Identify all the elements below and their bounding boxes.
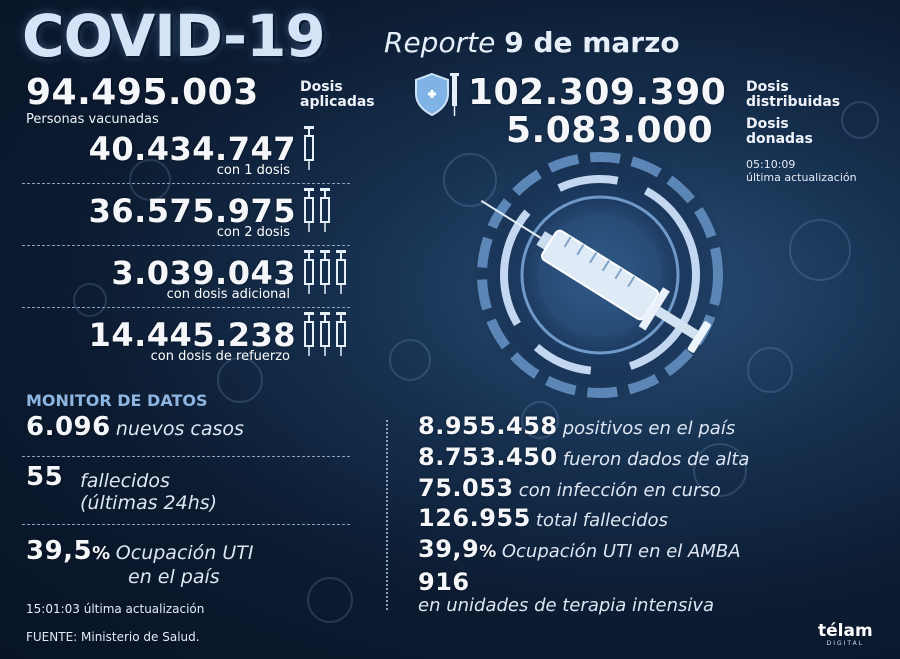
vacunados-refuerzo-label: con dosis de refuerzo [150, 349, 290, 364]
fallecidos-24h-value: 55 [26, 462, 64, 492]
report-date: 9 de marzo [504, 26, 680, 59]
syringe-icon [320, 250, 330, 294]
dosis-donadas-label-line2: donadas [746, 131, 813, 147]
dosis-distribuidas-value: 102.309.390 [468, 72, 727, 113]
terapia-label: en unidades de terapia intensiva [418, 595, 715, 616]
alta-value: 8.753.450 [418, 443, 558, 471]
divider [22, 524, 350, 525]
nuevos-casos-value: 6.096 [26, 412, 111, 442]
syringe-icon [304, 126, 314, 170]
page-title: COVID-19 [22, 2, 326, 70]
positivos-row: 8.955.458 positivos en el país [418, 412, 735, 440]
uti-pais-row: 39,5% Ocupación UTI [26, 536, 254, 566]
positivos-label: positivos en el país [562, 418, 736, 439]
alta-row: 8.753.450 fueron dados de alta [418, 443, 749, 471]
uti-amba-percent: % [479, 542, 497, 562]
uti-pais-label-line2: en el país [128, 566, 220, 588]
divider [22, 183, 350, 184]
syringe-icon [304, 188, 314, 232]
telam-logo: télam DIGITAL [818, 622, 873, 647]
vertical-divider [386, 420, 388, 610]
uti-amba-label: Ocupación UTI en el AMBA [501, 541, 741, 562]
divider [22, 245, 350, 246]
dosis-aplicadas-label: Dosis aplicadas [300, 80, 375, 110]
report-prefix: Reporte [384, 26, 496, 59]
divider [22, 307, 350, 308]
syringe-icons-4 [303, 312, 347, 356]
dosis-aplicadas-label-line1: Dosis [300, 79, 343, 95]
personas-vacunadas-heading: Personas vacunadas [26, 112, 159, 127]
dosis-donadas-label: Dosis donadas [746, 117, 813, 147]
total-fallecidos-value: 126.955 [418, 504, 531, 532]
syringe-icon [304, 312, 314, 356]
dosis-donadas-label-line1: Dosis [746, 116, 789, 132]
uti-pais-percent: % [92, 543, 111, 564]
dosis-distribuidas-label-line2: distribuidas [746, 94, 841, 110]
dosis-donadas-value: 5.083.000 [506, 110, 714, 151]
source-footer: FUENTE: Ministerio de Salud. [26, 630, 200, 644]
fallecidos-24h-label-line1: fallecidos [80, 470, 170, 492]
dosis-update-label: última actualización [746, 171, 857, 184]
curso-value: 75.053 [418, 474, 514, 502]
report-date-subtitle: Reporte 9 de marzo [384, 26, 680, 59]
monitor-heading: MONITOR DE DATOS [26, 391, 208, 410]
syringe-icon [336, 312, 346, 356]
vacunados-1-dosis-label: con 1 dosis [216, 163, 290, 178]
alta-label: fueron dados de alta [562, 449, 750, 470]
total-fallecidos-label: total fallecidos [535, 510, 668, 531]
terapia-value: 916 [418, 568, 470, 596]
positivos-value: 8.955.458 [418, 412, 558, 440]
dosis-update-time: 05:10:09 [746, 158, 796, 171]
syringe-icons-2 [303, 188, 331, 232]
dosis-distribuidas-label: Dosis distribuidas [746, 80, 840, 110]
divider [22, 456, 350, 457]
vacunados-1-dosis-value: 40.434.747 [88, 130, 296, 168]
uti-pais-value: 39,5 [26, 536, 93, 566]
telam-logo-subtext: DIGITAL [826, 640, 865, 647]
syringe-icon [320, 312, 330, 356]
monitor-update: 15:01:03 última actualización [26, 602, 205, 616]
uti-amba-value: 39,9 [418, 535, 480, 563]
dosis-aplicadas-label-line2: aplicadas [300, 94, 375, 110]
syringe-icon [320, 188, 330, 232]
curso-label: con infección en curso [518, 480, 721, 501]
fallecidos-24h-label: fallecidos (últimas 24hs) [80, 470, 217, 514]
telam-logo-text: télam [818, 621, 873, 641]
vacunados-adicional-value: 3.039.043 [111, 254, 296, 292]
uti-pais-label-line1: Ocupación UTI [115, 542, 254, 564]
syringe-icon [304, 250, 314, 294]
syringe-icons-1 [303, 126, 315, 170]
nuevos-casos-label: nuevos casos [115, 418, 244, 440]
syringe-icons-3 [303, 250, 347, 294]
dosis-update-info: 05:10:09 última actualización [746, 158, 857, 184]
dosis-distribuidas-label-line1: Dosis [746, 79, 789, 95]
vacunados-refuerzo-value: 14.445.238 [88, 316, 296, 354]
hero-syringe-illustration [470, 145, 730, 400]
curso-row: 75.053 con infección en curso [418, 474, 721, 502]
fallecidos-24h-label-line2: (últimas 24hs) [80, 492, 218, 514]
dosis-aplicadas-value: 94.495.003 [26, 72, 259, 113]
nuevos-casos-row: 6.096 nuevos casos [26, 412, 244, 442]
vacunados-2-dosis-value: 36.575.975 [88, 192, 296, 230]
shield-vaccine-icon [415, 72, 459, 117]
uti-amba-row: 39,9% Ocupación UTI en el AMBA [418, 535, 741, 563]
vacunados-adicional-label: con dosis adicional [166, 287, 290, 302]
total-fallecidos-row: 126.955 total fallecidos [418, 504, 668, 532]
vacunados-2-dosis-label: con 2 dosis [216, 225, 290, 240]
syringe-icon [336, 250, 346, 294]
